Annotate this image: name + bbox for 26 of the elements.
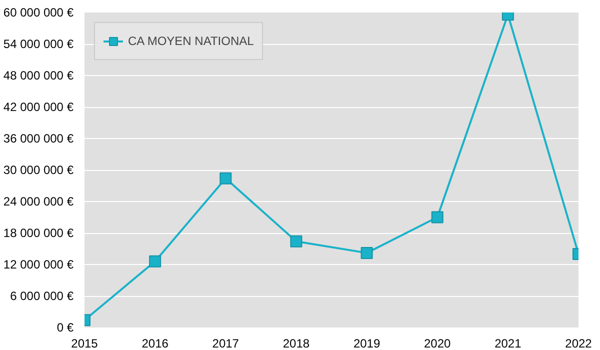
- x-tick-label: 2016: [142, 336, 169, 350]
- legend-label: CA MOYEN NATIONAL: [128, 34, 254, 48]
- point: [360, 246, 373, 259]
- x-tick-label: 2017: [212, 336, 240, 350]
- line-series: [84, 12, 578, 326]
- point: [149, 255, 162, 268]
- y-tick-label: 42 000 000 €: [3, 100, 74, 114]
- x-tick-label: 2020: [424, 336, 452, 350]
- y-tick-label: 36 000 000 €: [3, 132, 74, 146]
- y-tick-label: 18 000 000 €: [3, 226, 74, 240]
- x-tick-label: 2018: [282, 336, 310, 350]
- y-tick-label: 24 000 000 €: [3, 194, 74, 208]
- point: [290, 235, 302, 248]
- point: [220, 172, 232, 184]
- x-tick-label: 2021: [494, 336, 522, 350]
- y-tick-label: 12 000 000 €: [3, 258, 74, 272]
- x-tick-label: 2022: [565, 336, 592, 350]
- point: [431, 211, 444, 224]
- y-tick-label: 60 000 000 €: [3, 6, 74, 20]
- y-tick-label: 30 000 000 €: [3, 163, 74, 177]
- x-tick-label: 2019: [353, 336, 380, 350]
- y-tick-label: 48 000 000 €: [3, 68, 74, 82]
- y-tick-label: 0 €: [56, 320, 74, 334]
- y-tick-label: 54 000 000 €: [3, 37, 74, 51]
- x-tick-label: 2015: [71, 336, 98, 350]
- y-tick-label: 6 000 000 €: [10, 289, 74, 303]
